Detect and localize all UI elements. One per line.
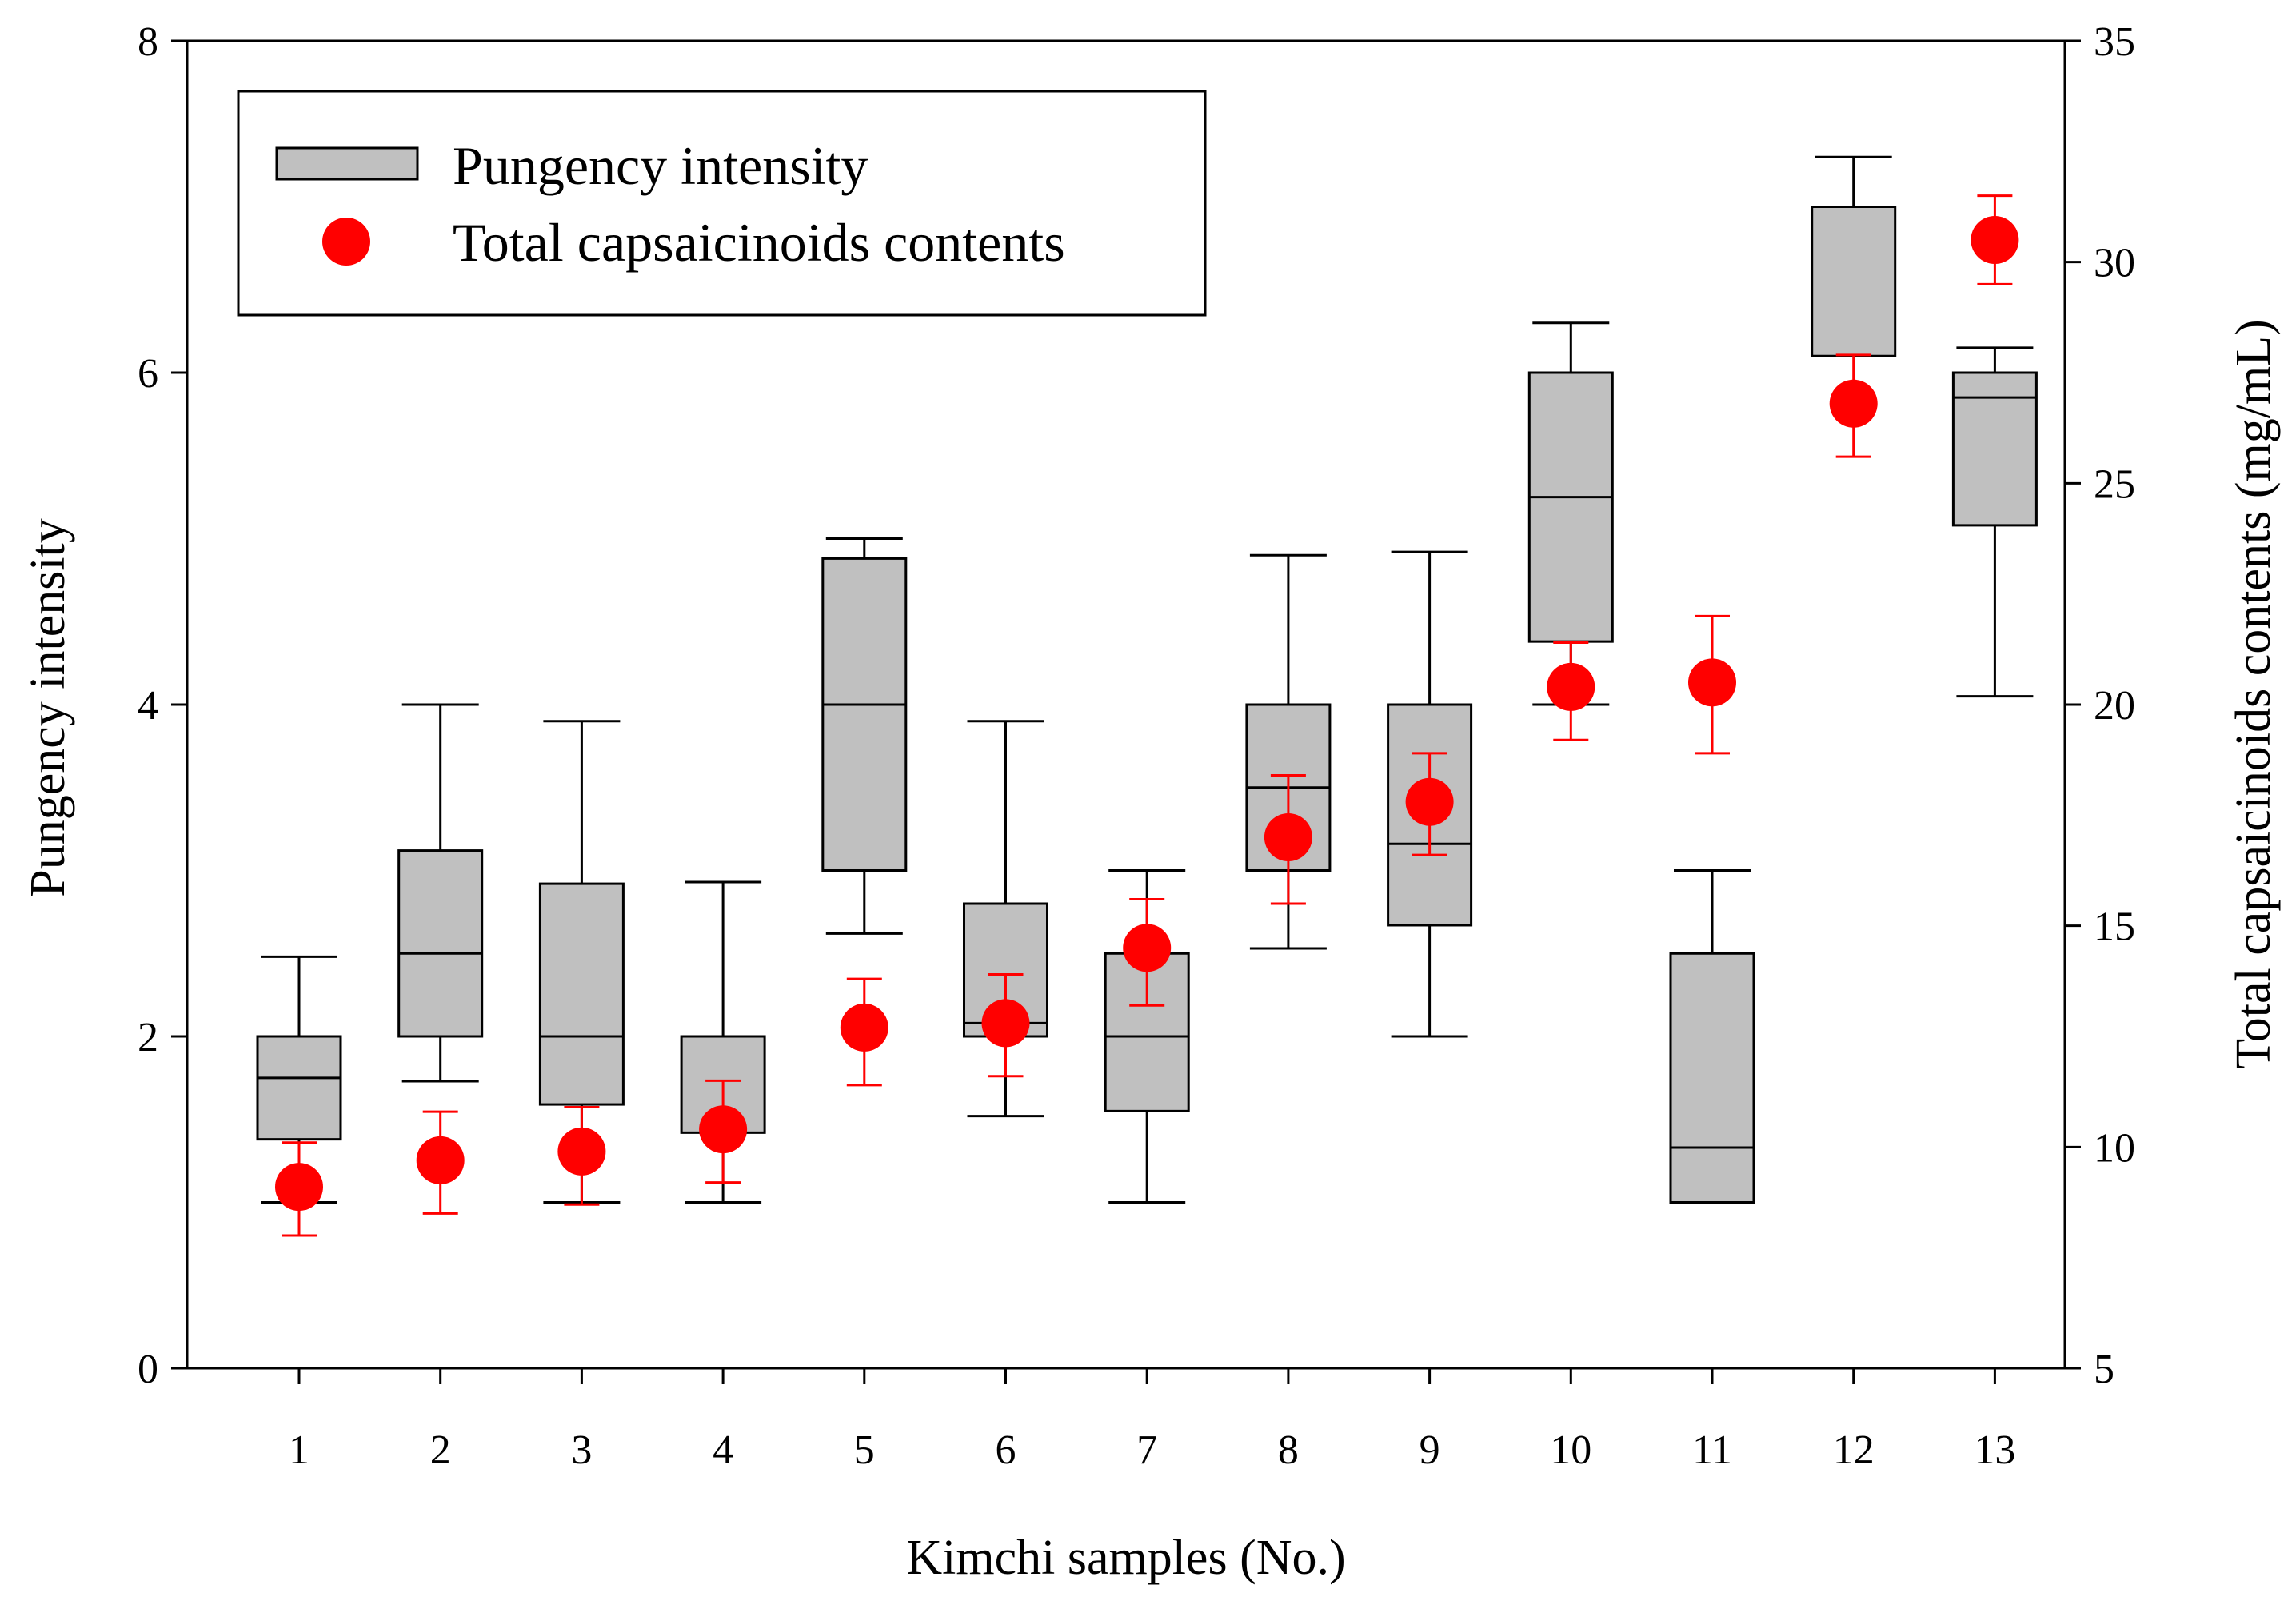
capsaicinoid-marker <box>981 999 1030 1048</box>
legend-marker-swatch <box>322 218 370 266</box>
capsaicinoid-marker <box>840 1003 888 1052</box>
box-iqr <box>1669 952 1755 1204</box>
box-sample-1 <box>256 955 342 1204</box>
right-axis-ticks: 5 10 15 20 25 30 35 <box>2065 19 2135 1392</box>
left-tick-label: 8 <box>138 19 158 65</box>
left-tick-label: 2 <box>138 1015 158 1060</box>
box-sample-10 <box>1527 321 1614 706</box>
capsaicinoid-marker <box>275 1163 323 1212</box>
right-tick-label: 35 <box>2094 19 2135 65</box>
box-iqr <box>397 849 484 1038</box>
left-axis-ticks: 0 2 4 6 8 <box>138 19 187 1392</box>
capsaicinoid-marker <box>416 1136 465 1184</box>
box-iqr <box>1951 371 2038 527</box>
x-tick-label: 10 <box>1550 1427 1591 1473</box>
capsaicinoid-point-sample-12 <box>1829 353 1878 458</box>
capsaicinoid-marker <box>1123 924 1172 972</box>
x-tick-label: 9 <box>1420 1427 1440 1473</box>
capsaicinoid-point-sample-7 <box>1123 897 1172 1007</box>
legend-box-label: Pungency intensity <box>453 135 868 196</box>
capsaicinoid-point-sample-1 <box>275 1141 323 1237</box>
x-axis-ticks: 1 2 3 4 5 6 7 8 9 10 11 12 13 <box>289 1368 2015 1473</box>
x-tick-label: 13 <box>1974 1427 2015 1473</box>
capsaicinoids-points-layer <box>275 194 2019 1237</box>
capsaicinoid-point-sample-9 <box>1405 752 1454 856</box>
box-iqr <box>1527 371 1614 643</box>
capsaicinoid-point-sample-4 <box>699 1079 748 1184</box>
capsaicinoid-marker <box>1829 379 1878 428</box>
capsaicinoid-marker <box>699 1105 748 1154</box>
capsaicinoid-marker <box>557 1127 606 1176</box>
capsaicinoid-marker <box>1264 813 1312 861</box>
right-tick-label: 5 <box>2094 1347 2114 1392</box>
legend-marker-label: Total capsaicinoids contents <box>453 212 1065 273</box>
x-tick-label: 1 <box>289 1427 309 1473</box>
box-sample-3 <box>538 720 625 1204</box>
y-axis-title: Pungency intensity <box>21 518 75 897</box>
x-tick-label: 2 <box>430 1427 451 1473</box>
capsaicinoid-point-sample-3 <box>557 1106 606 1206</box>
capsaicinoid-point-sample-2 <box>416 1110 465 1215</box>
capsaicinoid-point-sample-8 <box>1264 774 1312 905</box>
legend-frame <box>237 90 1207 317</box>
capsaicinoid-marker <box>1405 777 1454 826</box>
box-sample-5 <box>821 537 908 935</box>
x-tick-label: 11 <box>1692 1427 1732 1473</box>
capsaicinoid-point-sample-10 <box>1547 641 1595 741</box>
box-sample-11 <box>1669 869 1755 1204</box>
left-tick-label: 0 <box>138 1347 158 1392</box>
x-tick-label: 6 <box>996 1427 1016 1473</box>
x-axis-title: Kimchi samples (No.) <box>906 1531 1345 1585</box>
box-sample-2 <box>397 703 484 1083</box>
box-sample-13 <box>1951 346 2038 698</box>
capsaicinoid-marker <box>1688 658 1736 707</box>
x-tick-label: 5 <box>854 1427 875 1473</box>
right-tick-label: 20 <box>2094 683 2135 729</box>
capsaicinoid-point-sample-11 <box>1688 614 1736 755</box>
capsaicinoid-marker <box>1547 662 1595 711</box>
left-tick-label: 4 <box>138 683 158 729</box>
x-tick-label: 8 <box>1278 1427 1299 1473</box>
x-tick-label: 12 <box>1833 1427 1875 1473</box>
box-iqr <box>821 557 908 872</box>
box-iqr <box>256 1035 342 1141</box>
x-tick-label: 3 <box>571 1427 592 1473</box>
box-iqr <box>1811 206 1897 357</box>
box-plot-layer <box>256 155 2038 1204</box>
capsaicinoid-marker <box>1971 216 2019 264</box>
right-tick-label: 10 <box>2094 1125 2135 1171</box>
legend-box-swatch <box>275 146 419 181</box>
y2-axis-title: Total capsaicinoids contents (mg/mL) <box>2226 319 2281 1068</box>
box-sample-12 <box>1811 155 1897 357</box>
right-tick-label: 15 <box>2094 904 2135 950</box>
box-iqr <box>538 882 625 1106</box>
legend: Pungency intensity Total capsaicinoids c… <box>237 90 1207 317</box>
right-tick-label: 25 <box>2094 461 2135 507</box>
capsaicinoid-point-sample-13 <box>1971 194 2019 285</box>
capsaicinoid-point-sample-6 <box>981 973 1030 1078</box>
x-tick-label: 4 <box>713 1427 733 1473</box>
x-tick-label: 7 <box>1136 1427 1157 1473</box>
right-tick-label: 30 <box>2094 241 2135 286</box>
capsaicinoid-point-sample-5 <box>840 977 888 1087</box>
left-tick-label: 6 <box>138 351 158 397</box>
